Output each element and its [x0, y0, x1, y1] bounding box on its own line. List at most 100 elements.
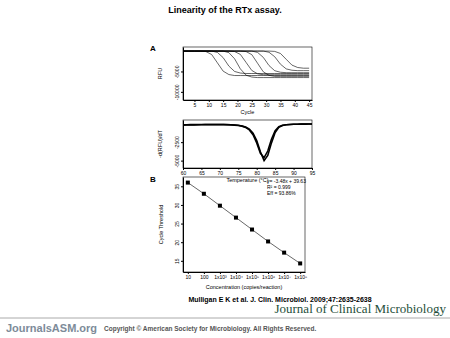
tick-label: 40 [293, 102, 299, 108]
tick-label: 20 [235, 102, 241, 108]
tick-label: 95 [310, 170, 316, 176]
tick: 100 [200, 272, 209, 280]
tick: 1x10⁷ [278, 272, 291, 280]
tick: 70 [218, 168, 224, 176]
x-axis-title: Concentration (copies/reaction) [206, 284, 283, 290]
point [186, 181, 190, 185]
x-axis-title: Temperature (°C) [226, 177, 268, 183]
tick-mark [181, 186, 183, 187]
tick-label: 70 [218, 170, 224, 176]
tick: 85 [273, 168, 279, 176]
x-axis-title: Cycle [241, 109, 255, 115]
point [234, 216, 238, 220]
tick-label: 90 [291, 170, 297, 176]
tick-label: 10 [207, 102, 213, 108]
figure: Linearity of the RTx assay.Mulligan E K … [0, 0, 450, 338]
series-line [183, 51, 309, 73]
tick: -5000 [174, 155, 183, 168]
tick-label: 30 [174, 202, 180, 208]
point [202, 192, 206, 196]
tick-label: 60 [181, 170, 187, 176]
tick-label: 85 [273, 170, 279, 176]
plot-area [183, 51, 309, 78]
series-line [183, 51, 309, 68]
tick-label: -10000 [174, 84, 180, 100]
tick: 25 [250, 100, 256, 108]
tick: 90 [291, 168, 297, 176]
point [266, 239, 270, 243]
footer-rule [0, 318, 450, 319]
tick: 60 [181, 168, 187, 176]
plot-area [186, 181, 302, 266]
tick: 15 [221, 100, 227, 108]
panel-label: A [150, 44, 156, 53]
point [218, 204, 222, 208]
tick: 30 [264, 100, 270, 108]
point [282, 251, 286, 255]
axis-line [183, 48, 184, 101]
tick-label: 1x10⁶ [262, 274, 275, 280]
tick-mark [181, 71, 183, 72]
series-line [183, 124, 312, 158]
series-line [183, 51, 309, 75]
y-axis-title: RFU [157, 68, 163, 79]
tick-mark [181, 92, 183, 93]
tick-label: -5000 [174, 155, 180, 168]
annotation: Eff = 93.86% [267, 190, 296, 196]
tick-label: 1x10³ [214, 274, 227, 280]
series-line [183, 51, 309, 78]
plot-frame [183, 47, 312, 100]
panel-label: B [150, 175, 156, 184]
tick-label: 15 [221, 102, 227, 108]
tick: 35 [174, 184, 183, 190]
tick: 1x10⁸ [294, 272, 307, 280]
tick-label: 10 [186, 274, 192, 280]
tick-label: 100 [200, 274, 209, 280]
point [298, 261, 302, 265]
tick-mark [181, 205, 183, 206]
tick: 20 [235, 100, 241, 108]
tick-label: -5000 [174, 65, 180, 78]
tick: 1x10⁴ [230, 272, 243, 280]
tick-mark [181, 161, 183, 162]
series-line [183, 124, 312, 161]
journal-name: Journal of Clinical Microbiology [274, 301, 446, 316]
series-line [183, 51, 309, 71]
tick-label: 1x10⁷ [278, 274, 291, 280]
tick: 1x10⁵ [246, 272, 259, 280]
tick: 10 [186, 272, 192, 280]
axis: 5 10 15 20 25 30 35 40 45 [184, 100, 313, 108]
tick: 20 [174, 240, 183, 246]
tick-label: 5 [194, 102, 197, 108]
tick: 1x10⁶ [262, 272, 275, 280]
series-line [183, 51, 309, 75]
y-axis-title: -d(RFU)/dT [157, 129, 163, 157]
tick: 35 [278, 100, 284, 108]
axis-line [183, 121, 184, 169]
tick: 75 [236, 168, 242, 176]
tick: 1x10³ [214, 272, 227, 280]
tick-label: 45 [307, 102, 313, 108]
axis-line [183, 178, 184, 273]
tick-label: -2500 [174, 136, 180, 149]
tick-label: 25 [174, 221, 180, 227]
tick-label: 15 [174, 258, 180, 264]
tick-label: 1x10⁸ [294, 274, 307, 280]
title: Linearity of the RTx assay. [168, 5, 281, 15]
tick: 10 [207, 100, 213, 108]
tick-label: 20 [174, 240, 180, 246]
tick: -5000 [174, 65, 183, 78]
axis: -5000 -2500 [174, 121, 184, 169]
tick: 25 [174, 221, 183, 227]
plot-area [183, 124, 312, 161]
point [250, 228, 254, 232]
tick-mark [181, 224, 183, 225]
tick-label: 75 [236, 170, 242, 176]
tick: 5 [194, 100, 197, 108]
tick-label: 35 [278, 102, 284, 108]
tick: 45 [307, 100, 313, 108]
series-line [188, 183, 300, 264]
tick: 80 [254, 168, 260, 176]
chart: 6065707580859095-5000-2500Temperature (°… [157, 120, 315, 183]
tick-label: 80 [254, 170, 260, 176]
